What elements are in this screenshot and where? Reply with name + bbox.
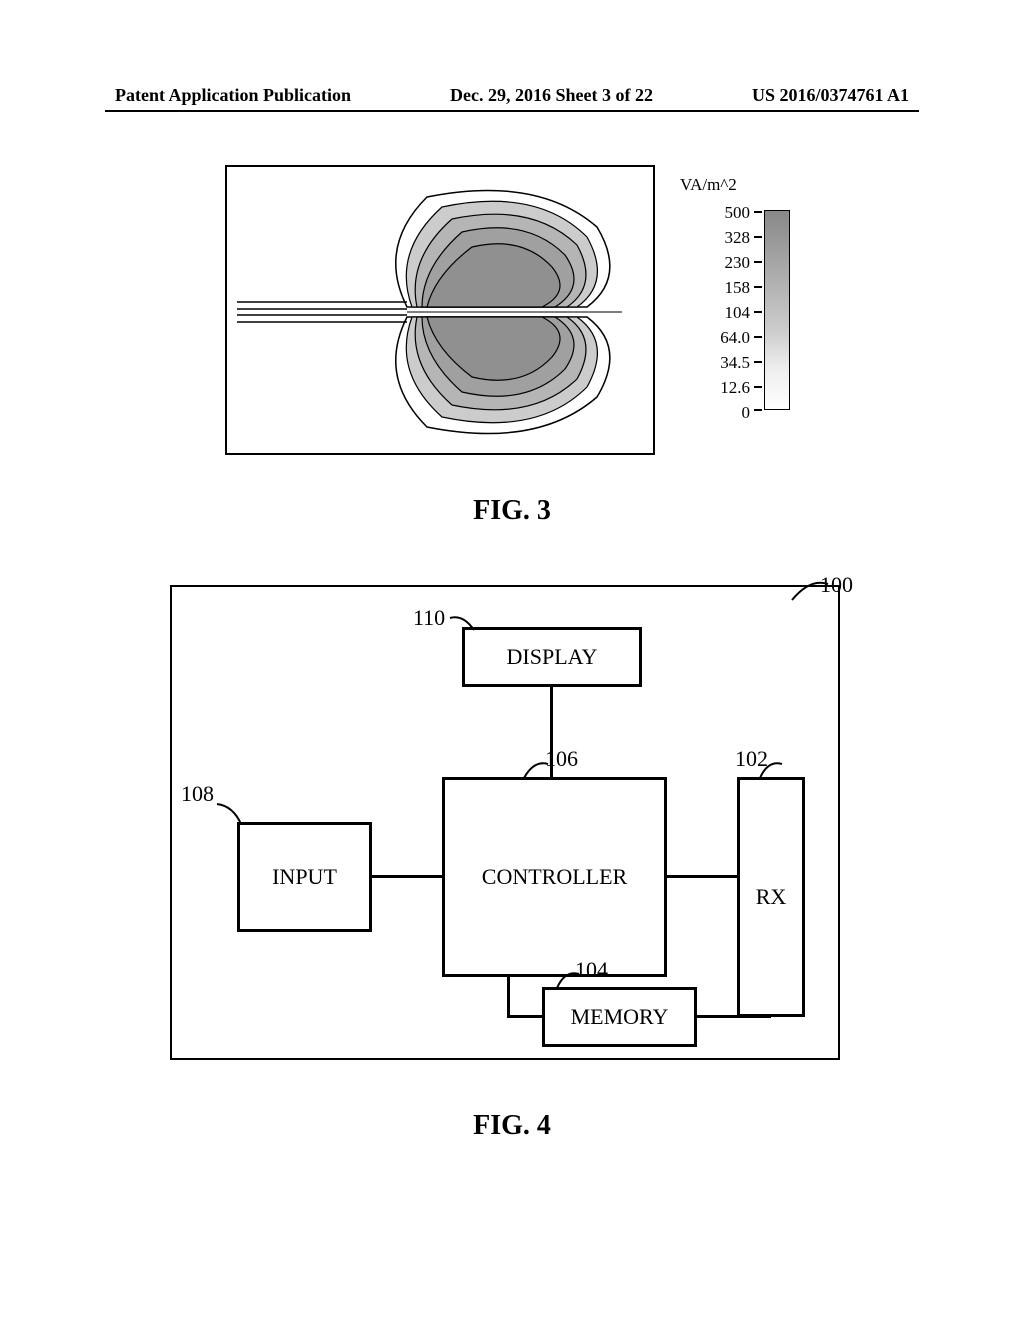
lower-lobes — [396, 317, 610, 434]
block-controller-label: CONTROLLER — [482, 864, 627, 890]
page-header: Patent Application Publication Dec. 29, … — [0, 85, 1024, 106]
colorbar-val-6: 34.5 — [680, 350, 750, 375]
conn-controller-rx — [667, 875, 737, 878]
fig3-colorbar: VA/m^2 500 328 230 158 104 64.0 34.5 12.… — [680, 175, 810, 425]
ref-110: 110 — [413, 605, 445, 631]
conn-controller-memory-v — [507, 977, 510, 1017]
colorbar-val-4: 104 — [680, 300, 750, 325]
colorbar-labels: 500 328 230 158 104 64.0 34.5 12.6 0 — [680, 200, 750, 425]
upper-lobes — [396, 190, 610, 307]
block-controller: CONTROLLER — [442, 777, 667, 977]
colorbar-val-3: 158 — [680, 275, 750, 300]
colorbar-val-1: 328 — [680, 225, 750, 250]
colorbar-val-7: 12.6 — [680, 375, 750, 400]
ref-108: 108 — [181, 781, 214, 807]
fig4-frame: DISPLAY INPUT CONTROLLER RX MEMORY — [170, 585, 840, 1060]
colorbar-tick — [754, 386, 762, 388]
fig4-caption: FIG. 4 — [0, 1110, 1024, 1142]
ref-102-leader — [758, 758, 784, 780]
ref-110-leader — [448, 612, 478, 632]
colorbar-tick — [754, 409, 762, 411]
ref-108-leader — [215, 800, 245, 826]
conn-input-controller — [372, 875, 442, 878]
block-display: DISPLAY — [462, 627, 642, 687]
colorbar-tick — [754, 236, 762, 238]
colorbar-tick — [754, 361, 762, 363]
colorbar-val-5: 64.0 — [680, 325, 750, 350]
header-center: Dec. 29, 2016 Sheet 3 of 22 — [450, 85, 653, 106]
conn-controller-memory-h — [507, 1015, 545, 1018]
colorbar-tick — [754, 211, 762, 213]
colorbar-tick — [754, 336, 762, 338]
ref-106-leader — [522, 758, 550, 780]
block-rx: RX — [737, 777, 805, 1017]
fig3-contour-svg — [227, 167, 657, 457]
block-memory-label: MEMORY — [571, 1004, 669, 1030]
colorbar-tick — [754, 286, 762, 288]
ref-100-leader — [790, 576, 830, 604]
header-right: US 2016/0374761 A1 — [752, 85, 909, 106]
colorbar-tick — [754, 261, 762, 263]
block-input-label: INPUT — [272, 864, 337, 890]
block-display-label: DISPLAY — [507, 644, 598, 670]
block-rx-label: RX — [756, 884, 787, 910]
colorbar-tick — [754, 311, 762, 313]
colorbar-val-8: 0 — [680, 400, 750, 425]
header-rule — [105, 110, 919, 112]
colorbar-unit: VA/m^2 — [680, 175, 737, 195]
fig3-caption: FIG. 3 — [0, 495, 1024, 527]
block-memory: MEMORY — [542, 987, 697, 1047]
colorbar-val-0: 500 — [680, 200, 750, 225]
colorbar-val-2: 230 — [680, 250, 750, 275]
colorbar-bar — [764, 210, 790, 410]
fig3-plot-frame — [225, 165, 655, 455]
ref-104-leader — [555, 968, 581, 990]
header-left: Patent Application Publication — [115, 85, 351, 106]
block-input: INPUT — [237, 822, 372, 932]
